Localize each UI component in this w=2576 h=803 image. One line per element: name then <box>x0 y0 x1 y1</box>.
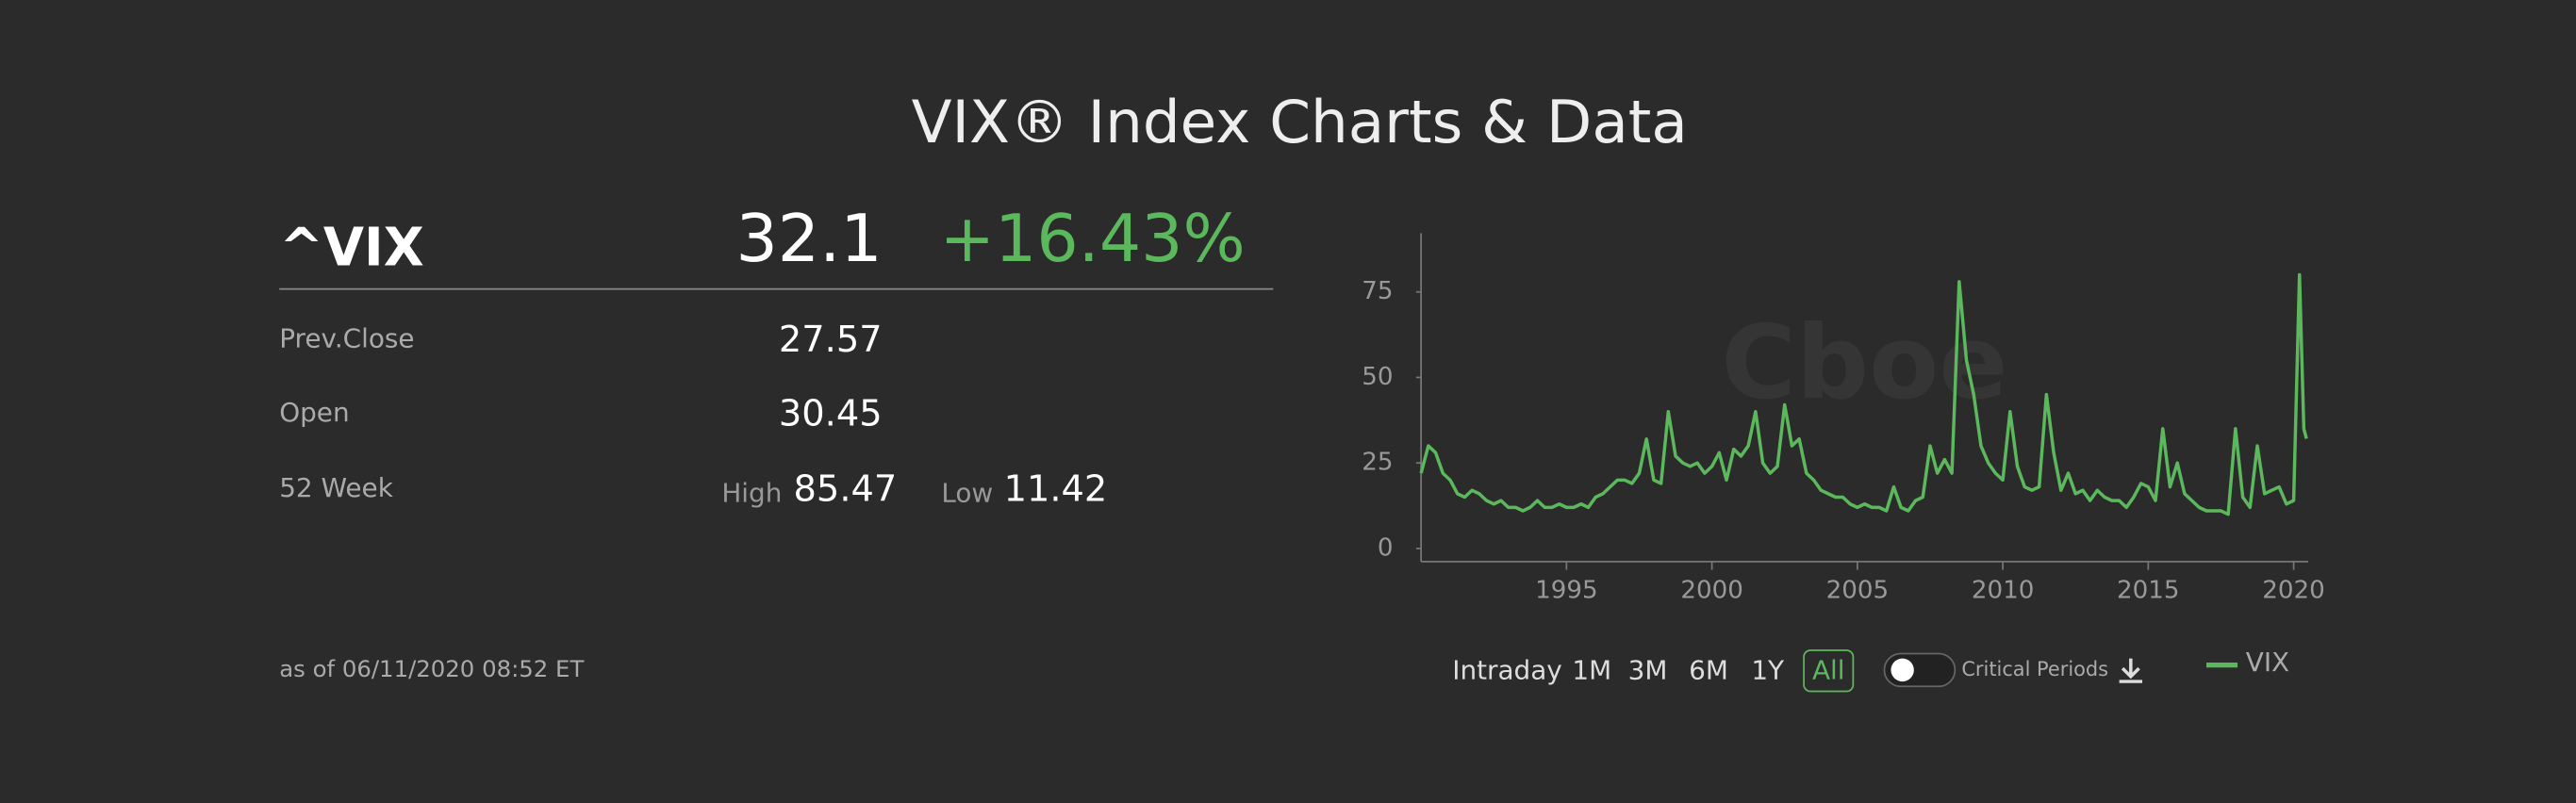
x-tick-label: 1995 <box>1535 577 1598 605</box>
change: +16.43% <box>940 201 1246 277</box>
x-tick-label: 2000 <box>1680 577 1743 605</box>
stat-label: 52 Week <box>279 472 393 503</box>
stat-value: 85.47 <box>794 467 898 510</box>
stat-value: 30.45 <box>779 392 883 434</box>
stat-label: Prev.Close <box>279 323 414 354</box>
range-button[interactable]: All <box>1812 655 1845 686</box>
download-icon[interactable] <box>2121 666 2140 680</box>
page-title: VIX® Index Charts & Data <box>912 88 1688 156</box>
watermark: Cboe <box>1722 304 2008 422</box>
legend-label: VIX <box>2246 647 2289 678</box>
last-price: 32.1 <box>735 201 882 277</box>
range-button[interactable]: Intraday <box>1452 655 1562 686</box>
high-label: High <box>721 477 782 508</box>
x-tick-label: 2010 <box>1972 577 2035 605</box>
as-of: as of 06/11/2020 08:52 ET <box>279 655 584 682</box>
y-tick-label: 25 <box>1362 449 1393 477</box>
low-label: Low <box>941 477 993 508</box>
x-tick-label: 2020 <box>2262 577 2325 605</box>
series-line <box>1419 272 2308 516</box>
toggle-knob[interactable] <box>1891 658 1914 682</box>
toggle-label: Critical Periods <box>1961 658 2108 680</box>
x-tick-label: 2015 <box>2117 577 2180 605</box>
range-button[interactable]: 6M <box>1689 655 1728 686</box>
range-button[interactable]: 1Y <box>1751 655 1785 686</box>
stat-label: Open <box>279 397 349 428</box>
range-button[interactable]: 1M <box>1572 655 1611 686</box>
y-tick-label: 75 <box>1362 277 1393 305</box>
symbol: ^VIX <box>279 218 424 279</box>
y-tick-label: 0 <box>1378 533 1394 562</box>
range-button[interactable]: 3M <box>1628 655 1668 686</box>
range-button-active[interactable] <box>1803 649 1855 693</box>
y-tick-label: 50 <box>1362 363 1393 391</box>
stat-value: 11.42 <box>1004 467 1108 510</box>
range-buttons: Intraday 1M 3M 6M 1Y All <box>1452 649 1855 693</box>
download-button[interactable] <box>2119 658 2143 683</box>
x-tick-label: 2005 <box>1826 577 1889 605</box>
stat-value: 27.57 <box>779 319 883 361</box>
